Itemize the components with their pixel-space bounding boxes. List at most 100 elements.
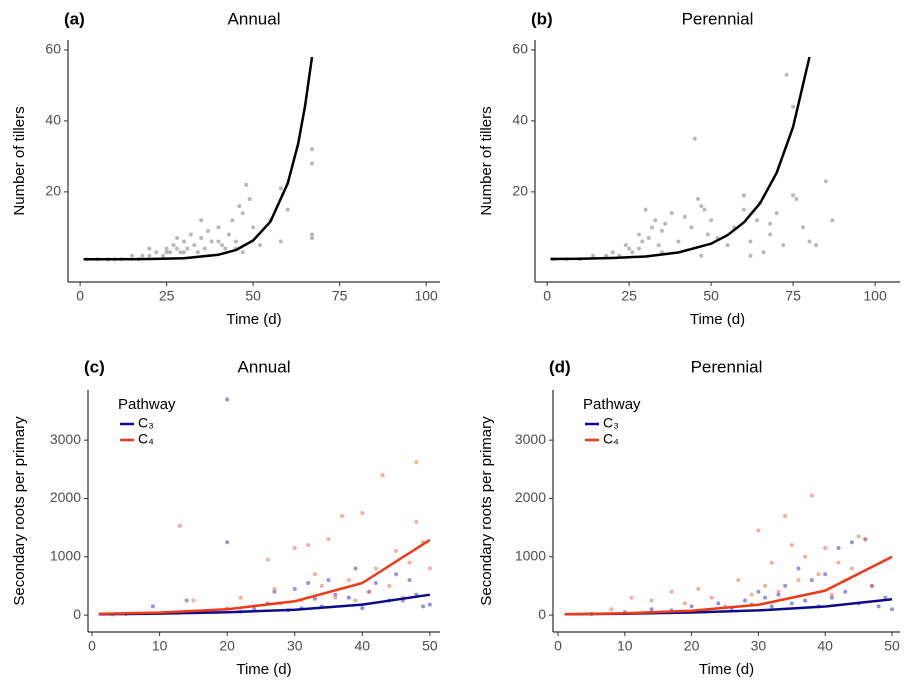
x-tick-label: 25: [621, 288, 637, 304]
data-point: [768, 232, 773, 237]
data-point: [761, 250, 766, 255]
data-point: [702, 207, 707, 212]
fit-line: [98, 538, 431, 616]
data-point: [749, 592, 754, 597]
data-point: [829, 595, 834, 600]
data-point: [195, 250, 200, 255]
data-point: [191, 598, 196, 603]
x-tick-label: 20: [219, 638, 235, 654]
data-point: [653, 218, 658, 223]
data-point: [669, 589, 674, 594]
legend-label: C₃: [138, 415, 154, 431]
data-point: [869, 583, 874, 588]
data-point: [689, 604, 694, 609]
data-point: [313, 572, 318, 577]
x-tick-label: 0: [543, 288, 551, 304]
data-point: [244, 182, 249, 187]
y-tick-label: 2000: [515, 489, 546, 505]
data-point: [333, 595, 338, 600]
data-point: [147, 246, 152, 251]
data-point: [285, 207, 290, 212]
x-tick-label: 25: [159, 288, 175, 304]
data-point: [164, 246, 169, 251]
data-point: [414, 460, 419, 465]
data-point: [292, 586, 297, 591]
data-point: [705, 232, 710, 237]
data-point: [736, 578, 741, 583]
legend-label: C₃: [603, 415, 619, 431]
legend-label: C₄: [138, 431, 154, 447]
data-point: [292, 546, 297, 551]
y-tick-label: 40: [45, 112, 61, 128]
data-point: [230, 218, 235, 223]
y-tick-label: 1000: [515, 547, 546, 563]
data-point: [258, 243, 263, 248]
data-point: [367, 589, 372, 594]
legend-title: Pathway: [583, 396, 641, 413]
data-point: [387, 583, 392, 588]
panel-label: (d): [549, 357, 571, 376]
data-point: [591, 253, 596, 258]
data-point: [663, 221, 668, 226]
data-point: [743, 598, 748, 603]
x-tick-label: 0: [88, 638, 96, 654]
data-point: [209, 239, 214, 244]
data-point: [863, 537, 868, 542]
data-point: [756, 589, 761, 594]
data-point: [649, 607, 654, 612]
data-point: [609, 607, 614, 612]
data-point: [216, 225, 221, 230]
data-point: [340, 513, 345, 518]
y-tick-label: 40: [512, 112, 528, 128]
data-point: [240, 250, 245, 255]
data-point: [807, 239, 812, 244]
data-point: [829, 592, 834, 597]
y-axis-label: Secondary roots per primary: [11, 416, 28, 606]
data-point: [809, 578, 814, 583]
data-point: [150, 604, 155, 609]
panel: (b) Perennial Time (d) Number of tillers 0 25…: [478, 9, 900, 328]
data-point: [225, 397, 230, 402]
panel-title: Annual: [238, 357, 291, 376]
x-tick-label: 40: [817, 638, 833, 654]
x-tick-label: 30: [287, 638, 303, 654]
data-point: [333, 592, 338, 597]
data-point: [237, 204, 242, 209]
data-point: [656, 243, 661, 248]
legend-title: Pathway: [118, 396, 176, 413]
data-point: [640, 239, 645, 244]
data-point: [803, 554, 808, 559]
data-point: [803, 598, 808, 603]
data-point: [278, 186, 283, 191]
data-point: [776, 592, 781, 597]
data-point: [699, 253, 704, 258]
data-point: [650, 225, 655, 230]
data-point: [168, 250, 173, 255]
data-point: [373, 566, 378, 571]
data-point: [692, 136, 697, 141]
data-point: [309, 161, 314, 166]
data-point: [394, 548, 399, 553]
data-point: [272, 589, 277, 594]
data-point: [646, 236, 651, 240]
data-point: [185, 246, 190, 251]
data-point: [781, 243, 786, 248]
data-point: [783, 583, 788, 588]
data-point: [823, 546, 828, 551]
panel-label: (a): [64, 9, 85, 28]
data-point: [741, 207, 746, 212]
data-point: [353, 598, 358, 603]
data-point: [199, 218, 204, 223]
panel: (c) Annual Time (d) Secondary roots per pri…: [11, 357, 440, 678]
x-tick-label: 10: [617, 638, 633, 654]
x-tick-label: 20: [684, 638, 700, 654]
x-tick-label: 75: [332, 288, 348, 304]
data-point: [763, 583, 768, 588]
data-point: [394, 572, 399, 577]
data-point: [177, 523, 182, 528]
data-point: [796, 578, 801, 583]
data-point: [763, 595, 768, 600]
data-point: [630, 250, 635, 255]
data-point: [791, 193, 796, 198]
